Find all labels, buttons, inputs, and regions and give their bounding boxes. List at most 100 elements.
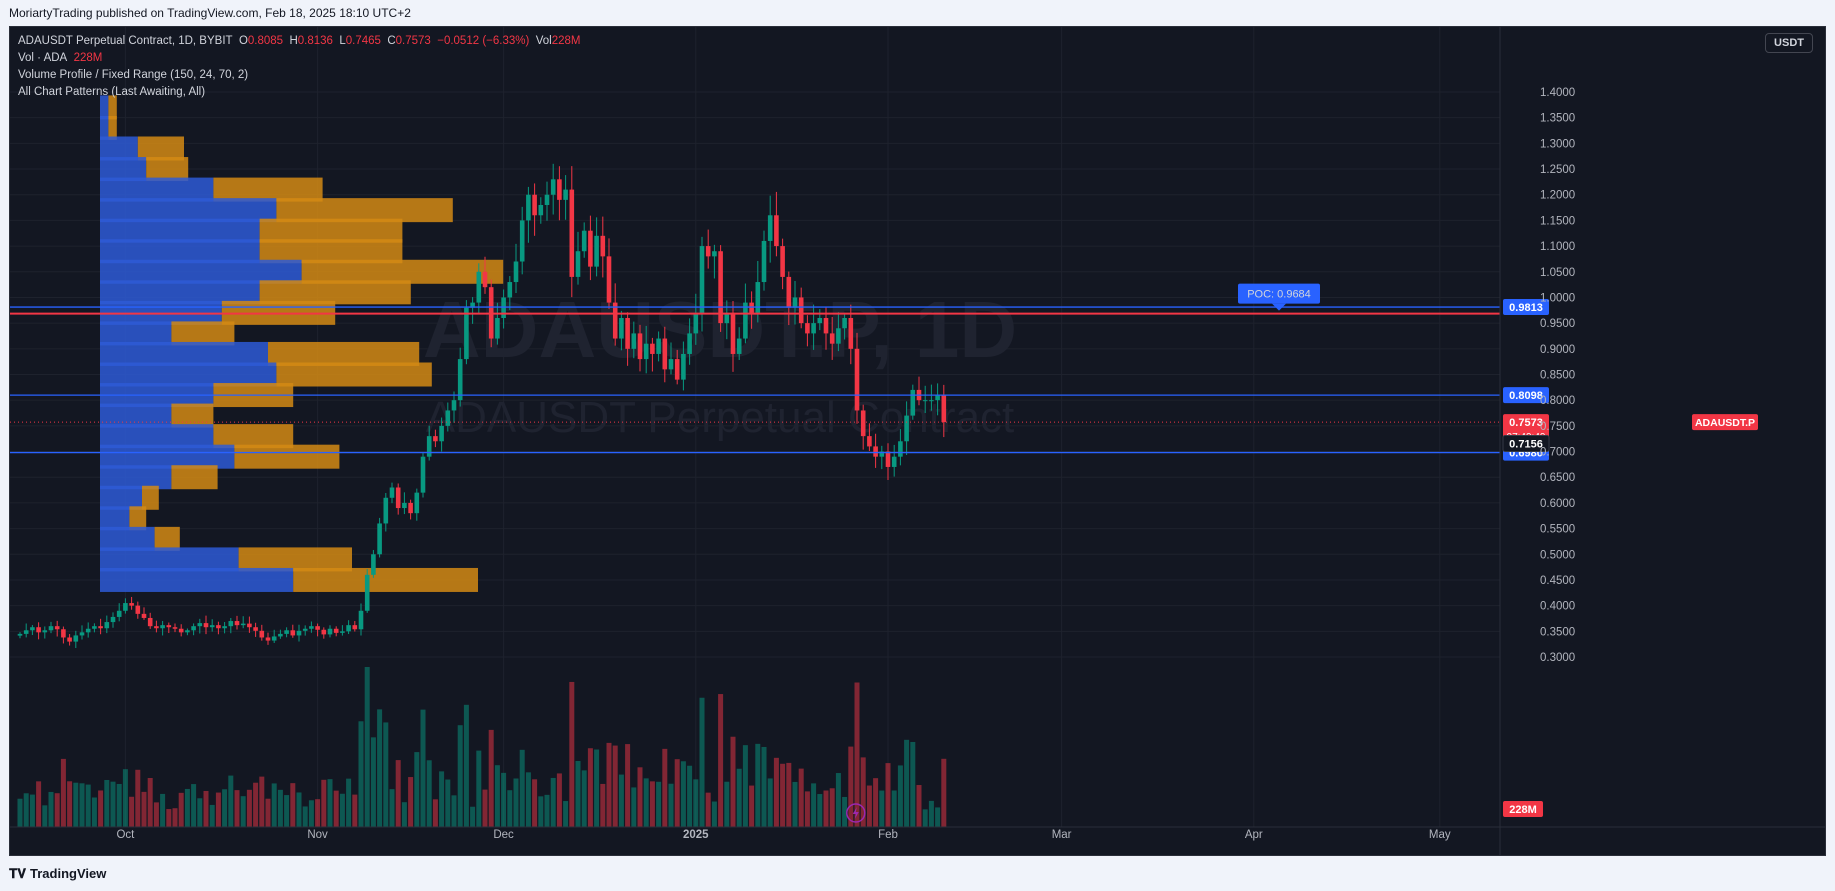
candle-body (724, 312, 730, 324)
volume-bar (501, 772, 507, 827)
volume-bar (767, 778, 773, 827)
volume-bar (668, 783, 674, 827)
x-tick-label: Mar (1052, 829, 1072, 841)
volume-bar (67, 781, 73, 827)
volume-bar (290, 783, 296, 827)
candle-body (222, 626, 227, 629)
candle-body (767, 215, 773, 241)
volume-bar (302, 806, 308, 827)
volume-tag-label: 228M (1509, 804, 1537, 816)
candle-body (848, 318, 854, 349)
candle-body (433, 436, 438, 442)
candle-body (457, 359, 463, 401)
volume-bar (755, 743, 761, 827)
volume-bar (321, 779, 327, 827)
volume-bar (228, 775, 234, 827)
candle-body (941, 395, 947, 423)
volume-bar (116, 783, 122, 827)
chart-frame[interactable]: ADAUSDT.P, 1D ADAUSDT Perpetual Contract … (9, 26, 1826, 856)
volume-profile-down-bar (301, 259, 504, 284)
volume-profile-down-bar (129, 506, 147, 531)
candle-body (135, 605, 141, 614)
y-tick-label: 0.5000 (1540, 549, 1575, 561)
volume-profile-down-bar (146, 157, 189, 182)
volume-profile-down-bar (259, 218, 403, 243)
legend-vol-label: Vol (535, 35, 552, 47)
volume-profile-down-bar (171, 465, 218, 490)
volume-bar (525, 772, 531, 827)
currency-unit-button[interactable]: USDT (1765, 33, 1813, 53)
volume-bar (581, 770, 587, 827)
candle-body (408, 502, 413, 514)
lightning-icon-bolt (852, 807, 859, 819)
candle-body (228, 621, 234, 627)
volume-bar (662, 748, 668, 827)
level-price-tag (1503, 387, 1549, 404)
volume-bar (153, 802, 159, 827)
volume-bar (606, 742, 612, 827)
candle-body (209, 625, 215, 628)
volume-bar (922, 809, 928, 827)
candle-body (54, 626, 60, 630)
volume-profile-up-bar (100, 424, 214, 449)
volume-profile-down-bar (137, 136, 184, 161)
axes: 1.4000 1.3500 1.3000 1.2500 1.2000 1.1500 1.10… (10, 27, 1825, 855)
volume-bar (687, 765, 693, 827)
volume-bar (563, 801, 569, 827)
volume-profile-up-bar (100, 157, 147, 182)
poc-label-pointer (1272, 303, 1286, 311)
candle-body (73, 635, 79, 642)
candle-body (730, 312, 736, 354)
volume-profile-up-bar (100, 485, 142, 510)
volume-bar (222, 789, 228, 827)
volume-bar (829, 788, 835, 827)
candle-body (271, 636, 277, 641)
volume-bar (625, 744, 631, 827)
volume-profile-up-bar (100, 403, 172, 428)
y-tick-label: 1.3500 (1540, 113, 1575, 125)
volume-bar (811, 783, 817, 827)
watermark-description: ADAUSDT Perpetual Contract (426, 393, 1015, 442)
candle-body (377, 523, 382, 555)
legend-indicator-volume-profile[interactable]: Volume Profile / Fixed Range (150, 24, 7… (18, 69, 249, 81)
candle-body (371, 554, 376, 575)
candle-body (786, 276, 792, 308)
volume-bar (594, 749, 600, 827)
legend-symbol: ADAUSDT Perpetual Contract, 1D, BYBIT (18, 35, 233, 47)
volume-profile-up-bar (100, 115, 109, 140)
legend-volume-row[interactable]: Vol · ADA 228M (18, 50, 580, 67)
candle-body (699, 246, 705, 313)
candle-body (854, 348, 860, 411)
volume-bar (488, 729, 494, 827)
candle-body (426, 436, 432, 457)
volume-bar (718, 694, 724, 827)
y-tick-label: 0.6500 (1540, 472, 1575, 484)
candle-body (23, 630, 29, 634)
y-tick-label: 0.3000 (1540, 652, 1575, 664)
candle-body (687, 333, 692, 354)
volume-bar (724, 781, 730, 827)
y-tick-label: 1.0500 (1540, 267, 1575, 279)
candle-body (61, 629, 66, 638)
volume-bar (364, 667, 370, 827)
volume-bar (532, 779, 538, 827)
volume-bar (29, 794, 35, 827)
volume-bar (860, 757, 866, 827)
y-tick-label: 1.2500 (1540, 164, 1575, 176)
legend-indicator-chart-patterns[interactable]: All Chart Patterns (Last Awaiting, All) (18, 86, 206, 98)
volume-bar (507, 790, 513, 827)
y-tick-label: 1.2000 (1540, 190, 1575, 202)
candle-body (253, 627, 258, 631)
candle-body (495, 318, 500, 339)
candle-body (712, 251, 717, 257)
volume-bar (866, 785, 872, 827)
volume-profile-up-bar (100, 177, 214, 202)
volume-bar (823, 790, 829, 827)
volume-profile (100, 95, 504, 592)
volume-bar (104, 779, 110, 827)
candle-body (922, 400, 928, 402)
candle-body (259, 630, 265, 638)
volume-bar (848, 746, 854, 827)
volume-bar (377, 709, 383, 827)
